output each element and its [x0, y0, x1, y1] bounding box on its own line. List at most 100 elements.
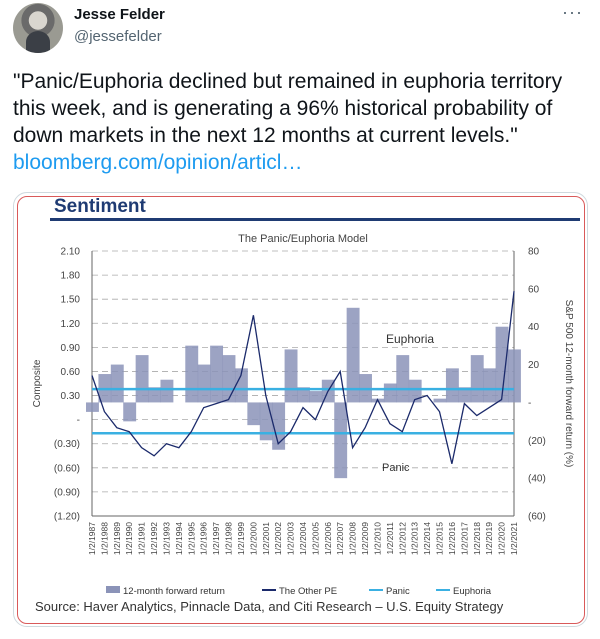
x-tick-label: 1/2/2015 [435, 522, 445, 555]
forward-return-bar [185, 345, 199, 403]
legend-label: The Other PE [279, 586, 337, 597]
forward-return-bar [433, 398, 447, 403]
x-tick-label: 1/2/1996 [199, 522, 209, 555]
legend-label: Panic [386, 586, 410, 597]
forward-return-bar [445, 368, 459, 403]
x-tick-label: 1/2/2010 [373, 522, 383, 555]
x-tick-label: 1/2/2018 [472, 522, 482, 555]
y-axis-label: Composite [32, 359, 43, 407]
tweet-text: "Panic/Euphoria declined but remained in… [13, 68, 588, 176]
forward-return-bar [86, 402, 99, 412]
tweet-body: "Panic/Euphoria declined but remained in… [13, 70, 563, 147]
panic-annotation: Panic [382, 462, 410, 474]
x-tick-label: 1/2/1998 [224, 522, 234, 555]
x-tick-label: 1/2/2000 [248, 522, 258, 555]
x-tick-label: 1/2/2020 [497, 522, 507, 555]
x-tick-label: 1/2/1988 [99, 522, 109, 555]
y-tick-label: 0.60 [61, 367, 81, 378]
y2-tick-label: (20) [528, 436, 546, 447]
forward-return-bar [197, 364, 211, 403]
x-tick-label: 1/2/2016 [447, 522, 457, 555]
x-tick-label: 1/2/2012 [397, 522, 407, 555]
y-tick-label: - [77, 415, 80, 426]
legend-swatch [106, 586, 120, 593]
x-tick-label: 1/2/2014 [422, 522, 432, 555]
legend-label: 12-month forward return [123, 586, 225, 597]
tweet-image[interactable]: Sentiment The Panic/Euphoria Model 2.10 1.… [13, 192, 588, 627]
x-tick-label: 1/2/1995 [186, 522, 196, 555]
x-tick-label: 1/2/2007 [335, 522, 345, 555]
avatar[interactable] [13, 3, 63, 53]
forward-return-bar [148, 387, 161, 403]
x-tick-label: 1/2/1992 [149, 522, 159, 555]
tweet-link[interactable]: bloomberg.com/opinion/articl… [13, 151, 303, 174]
x-tick-label: 1/2/1990 [124, 522, 134, 555]
author-name[interactable]: Jesse Felder [74, 6, 165, 23]
y2-tick-label: (40) [528, 474, 546, 485]
other-pe-line [91, 291, 515, 464]
y-tick-label: (1.20) [54, 512, 80, 523]
forward-return-bar [470, 355, 484, 403]
forward-return-bar [408, 379, 422, 403]
x-tick-label: 1/2/2008 [348, 522, 358, 555]
y-tick-label: 2.10 [61, 247, 81, 258]
forward-return-bar [383, 383, 397, 403]
forward-return-bar [297, 387, 310, 403]
panic-euphoria-chart: The Panic/Euphoria Model 2.10 1.80 1.50 1.20… [32, 233, 574, 597]
x-tick-label: 1/2/1994 [174, 522, 184, 555]
source-note: Source: Haver Analytics, Pinnacle Data, … [35, 599, 504, 614]
x-tick-label: 1/2/2005 [310, 522, 320, 555]
forward-return-bar [508, 349, 521, 403]
y-tick-label: (0.60) [54, 463, 80, 474]
forward-return-bar [259, 402, 273, 441]
x-tick-label: 1/2/2001 [261, 522, 271, 555]
forward-return-bar [346, 307, 360, 403]
y2-tick-label: 20 [528, 360, 540, 371]
forward-return-bar [396, 355, 410, 403]
x-tick-label: 1/2/2006 [323, 522, 333, 555]
y2-tick-label: 60 [528, 284, 540, 295]
x-tick-label: 1/2/2011 [385, 522, 395, 555]
y-tick-label: 1.80 [61, 271, 81, 282]
y2-tick-label: 40 [528, 322, 540, 333]
forward-return-bar [284, 349, 298, 403]
y2-tick-label: 80 [528, 247, 540, 258]
y-tick-label: 0.30 [61, 391, 81, 402]
x-tick-label: 1/2/1999 [236, 522, 246, 555]
forward-return-bar [210, 345, 224, 403]
more-horizontal-icon[interactable]: ··· [562, 2, 583, 22]
x-tick-label: 1/2/2017 [459, 522, 469, 555]
forward-return-bar [160, 379, 174, 403]
image-border [17, 196, 585, 624]
y-tick-label: (0.30) [54, 439, 80, 450]
x-tick-label: 1/2/1991 [137, 522, 147, 555]
x-tick-label: 1/2/1997 [211, 522, 221, 555]
x-tick-label: 1/2/1987 [87, 522, 97, 555]
y-tick-label: 1.50 [61, 295, 81, 306]
forward-return-bar [222, 355, 236, 403]
heading-rule [50, 218, 580, 221]
forward-return-bar [483, 368, 497, 403]
forward-return-bar [495, 326, 509, 403]
forward-return-bar [123, 402, 137, 422]
x-tick-label: 1/2/2021 [509, 522, 519, 555]
author-handle[interactable]: @jessefelder [74, 28, 162, 45]
forward-return-bar [234, 368, 248, 403]
forward-return-bar [458, 387, 472, 403]
image-heading: Sentiment [54, 196, 146, 217]
forward-return-bar [110, 364, 124, 403]
y2-tick-label: - [528, 398, 531, 409]
x-tick-label: 1/2/2002 [273, 522, 283, 555]
x-tick-label: 1/2/1993 [162, 522, 172, 555]
forward-return-bar [272, 402, 286, 450]
forward-return-bar [135, 355, 149, 403]
y-tick-label: 0.90 [61, 343, 81, 354]
forward-return-bar [247, 402, 261, 426]
chart-title: The Panic/Euphoria Model [238, 233, 368, 245]
legend-label: Euphoria [453, 586, 492, 597]
forward-return-bar [309, 391, 323, 403]
x-tick-label: 1/2/1989 [112, 522, 122, 555]
y-tick-label: 1.20 [61, 319, 81, 330]
y2-axis-label: S&P 500 12-month forward return (%) [563, 300, 574, 468]
euphoria-annotation: Euphoria [386, 332, 434, 346]
